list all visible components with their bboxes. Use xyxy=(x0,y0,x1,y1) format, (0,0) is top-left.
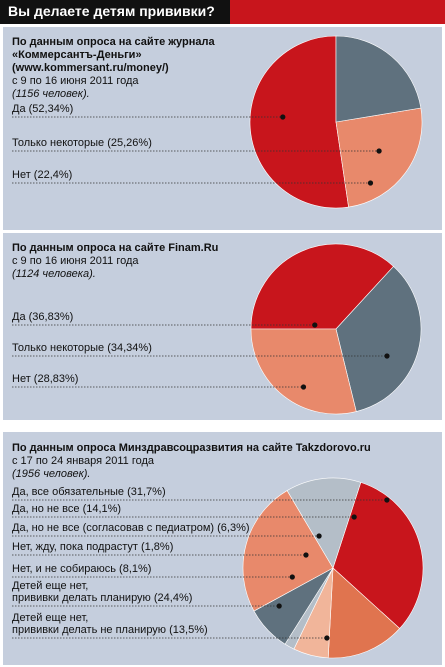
slice-label-line: Нет, жду, пока подрастут (1,8%) xyxy=(12,541,174,553)
slice-label-line: Детей еще нет, xyxy=(12,580,89,592)
leader-dot-1-2 xyxy=(300,384,307,390)
slice-label: Детей еще нет, прививки делать не планиру… xyxy=(12,612,208,636)
pie-slice-0-1 xyxy=(335,107,423,208)
title-bar: Вы делаете детям прививки? xyxy=(0,0,445,24)
survey-caption: По данным опроса Минздравсоцразвития на … xyxy=(12,442,371,481)
slice-label-line: Да (36,83%) xyxy=(12,311,74,323)
slice-label-line: прививки делать планирую (24,4%) xyxy=(12,592,193,604)
slice-label: Нет, и не собираюсь (8,1%) xyxy=(12,563,151,575)
caption-heading-line: По данным опроса Минздравсоцразвития на … xyxy=(12,442,371,454)
caption-sample-size: (1156 человек). xyxy=(12,88,90,100)
slice-label-line: Нет (28,83%) xyxy=(12,373,79,385)
slice-label: Нет (22,4%) xyxy=(12,169,72,181)
pie-chart-0 xyxy=(249,35,423,209)
survey-caption: По данным опроса на сайте журнала «Коммер… xyxy=(12,36,215,101)
leader-dot-2-3 xyxy=(303,552,309,558)
leader-dot-2-0 xyxy=(384,497,390,503)
slice-label-line: Да, все обязательные (31,7%) xyxy=(12,486,166,498)
slice-label: Детей еще нет, прививки делать планирую (… xyxy=(12,580,192,604)
caption-sample-size: (1956 человек). xyxy=(12,468,91,480)
pie-slice-2-6 xyxy=(286,477,362,569)
pie-chart-2 xyxy=(242,477,424,659)
leader-dot-1-0 xyxy=(312,322,318,328)
slice-label-line: Только некоторые (34,34%) xyxy=(12,342,152,354)
leader-dot-0-1 xyxy=(376,148,382,154)
slice-label-line: Да, но не все (согласовав с педиатром) (… xyxy=(12,522,250,534)
pie-slice-2-5 xyxy=(242,490,334,612)
pie-chart-1 xyxy=(250,243,422,415)
caption-heading-line: По данным опроса на сайте журнала xyxy=(12,36,215,48)
caption-sample-size: (1124 человека). xyxy=(12,268,96,280)
caption-dates: с 9 по 16 июня 2011 года xyxy=(12,75,139,87)
leader-dot-2-5 xyxy=(276,603,282,609)
slice-label-line: Детей еще нет, xyxy=(12,612,89,624)
caption-heading-line: (www.kommersant.ru/money/) xyxy=(12,62,169,74)
pie-slice-1-0 xyxy=(250,243,394,330)
page-title: Вы делаете детям прививки? xyxy=(8,3,215,19)
leader-dot-1-1 xyxy=(384,353,390,359)
caption-dates: с 9 по 16 июня 2011 года xyxy=(12,255,139,267)
survey-caption: По данным опроса на сайте Finam.Ru с 9 по… xyxy=(12,242,218,281)
slice-label: Да (52,34%) xyxy=(12,103,73,115)
slice-label-line: Только некоторые (25,26%) xyxy=(12,137,152,149)
pie-slice-0-2 xyxy=(335,35,422,123)
caption-heading-line: «Коммерсантъ-Деньги» xyxy=(12,49,142,61)
pie-slice-0-0 xyxy=(249,35,349,209)
slice-label: Да (36,83%) xyxy=(12,311,73,323)
slice-label-line: Нет (22,4%) xyxy=(12,169,73,181)
slice-label: Только некоторые (34,34%) xyxy=(12,342,152,354)
title-bar-accent xyxy=(230,0,445,24)
slice-label: Нет (28,83%) xyxy=(12,373,78,385)
slice-label-line: Да (52,34%) xyxy=(12,103,74,115)
leader-dot-2-6 xyxy=(324,635,330,641)
title-bar-dark xyxy=(0,0,230,24)
slice-label: Да, но не все (14,1%) xyxy=(12,503,121,515)
slice-label-line: Да, но не все (14,1%) xyxy=(12,503,122,515)
slice-label-line: Нет, и не собираюсь (8,1%) xyxy=(12,563,152,575)
slice-label: Да, все обязательные (31,7%) xyxy=(12,486,166,498)
leader-dot-2-1 xyxy=(351,514,357,520)
pie-slice-2-1 xyxy=(327,567,401,659)
slice-label-line: прививки делать не планирую (13,5%) xyxy=(12,624,208,636)
slice-label: Только некоторые (25,26%) xyxy=(12,137,152,149)
slice-label: Нет, жду, пока подрастут (1,8%) xyxy=(12,541,173,553)
leader-dot-0-0 xyxy=(280,114,286,120)
leader-dot-0-2 xyxy=(367,180,374,186)
leader-dot-2-4 xyxy=(289,574,295,580)
caption-dates: с 17 по 24 января 2011 года xyxy=(12,455,155,467)
caption-heading-line: По данным опроса на сайте Finam.Ru xyxy=(12,242,219,254)
leader-dot-2-2 xyxy=(316,533,322,539)
pie-slice-1-1 xyxy=(335,265,422,412)
pie-slice-1-2 xyxy=(250,328,357,415)
slice-label: Да, но не все (согласовав с педиатром) (… xyxy=(12,522,250,534)
